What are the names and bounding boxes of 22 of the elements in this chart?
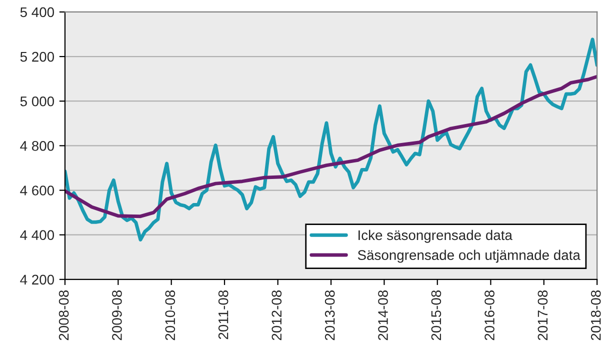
x-tick-label: 2014-08 bbox=[378, 290, 388, 340]
x-tick-label: 2018-08 bbox=[590, 290, 601, 340]
x-tick-label: 2017-08 bbox=[538, 290, 548, 340]
x-tick-label: 2008-08 bbox=[58, 290, 69, 340]
x-tick-label: 2015-08 bbox=[431, 290, 442, 340]
x-tick-label: 2012-08 bbox=[272, 290, 282, 340]
x-tick-label: 2009-08 bbox=[112, 290, 122, 340]
legend-label: Säsongrensade och utjämnade data bbox=[358, 250, 580, 263]
y-tick-label: 5 000 bbox=[20, 96, 54, 106]
legend-label: Icke säsongrensade data bbox=[358, 230, 512, 243]
y-tick-label: 5 400 bbox=[20, 7, 54, 18]
line-series bbox=[64, 74, 598, 218]
y-tick-label: 4 400 bbox=[20, 230, 54, 240]
x-tick-label: 2010-08 bbox=[165, 290, 176, 340]
y-tick-label: 5 200 bbox=[20, 52, 54, 62]
y-tick-label: 4 200 bbox=[20, 274, 54, 285]
x-tick-label: 2013-08 bbox=[324, 290, 335, 340]
x-tick-label: 2016-08 bbox=[484, 290, 494, 340]
y-tick-label: 4 600 bbox=[20, 186, 54, 196]
line-series bbox=[64, 38, 598, 242]
x-tick-label: 2011-08 bbox=[218, 290, 228, 340]
y-tick-label: 4 800 bbox=[20, 141, 54, 151]
